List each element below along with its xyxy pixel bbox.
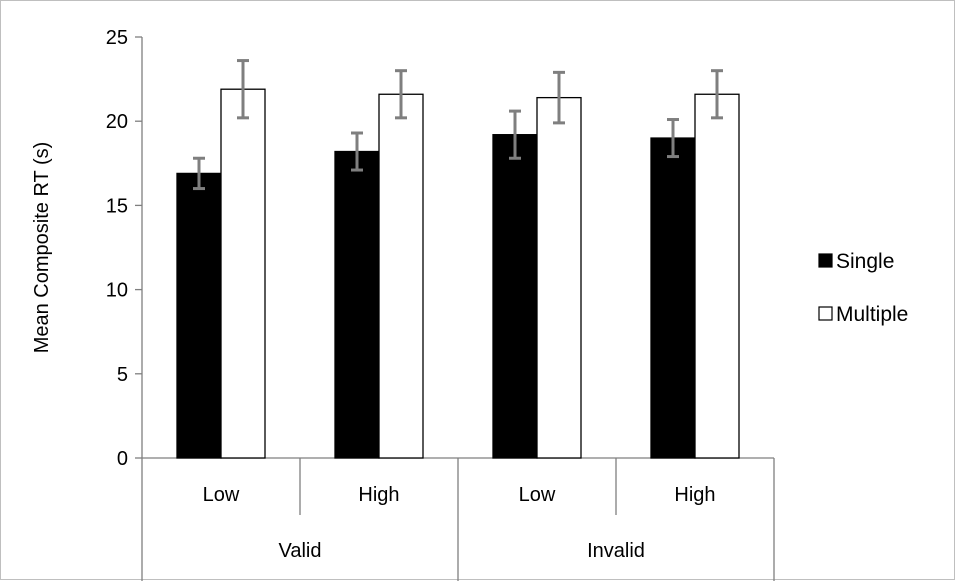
legend-label-single: Single	[836, 250, 894, 273]
x-group-label: Valid	[279, 540, 322, 562]
bar-multiple	[378, 93, 424, 459]
bar-multiple	[220, 88, 266, 459]
legend-swatch-multiple	[818, 306, 833, 321]
x-category-label: Low	[203, 484, 240, 506]
y-tick-label: 10	[106, 280, 128, 302]
x-category-label: High	[674, 484, 715, 506]
y-tick-label: 0	[117, 448, 128, 470]
bar-single	[650, 137, 696, 459]
bar-single	[334, 150, 380, 459]
y-tick-label: 25	[106, 27, 128, 49]
bar-multiple	[536, 96, 582, 459]
y-axis-title: Mean Composite RT (s)	[31, 142, 53, 354]
y-tick-label: 15	[106, 195, 128, 217]
legend-swatch-single	[818, 253, 833, 268]
x-group-label: Invalid	[587, 540, 645, 562]
bar-single	[176, 172, 222, 459]
x-category-label: High	[358, 484, 399, 506]
y-tick-label: 20	[106, 111, 128, 133]
y-tick-label: 5	[117, 364, 128, 386]
x-category-label: Low	[519, 484, 556, 506]
legend-label-multiple: Multiple	[836, 303, 908, 326]
bar-multiple	[694, 93, 740, 459]
bar-single	[492, 134, 538, 459]
